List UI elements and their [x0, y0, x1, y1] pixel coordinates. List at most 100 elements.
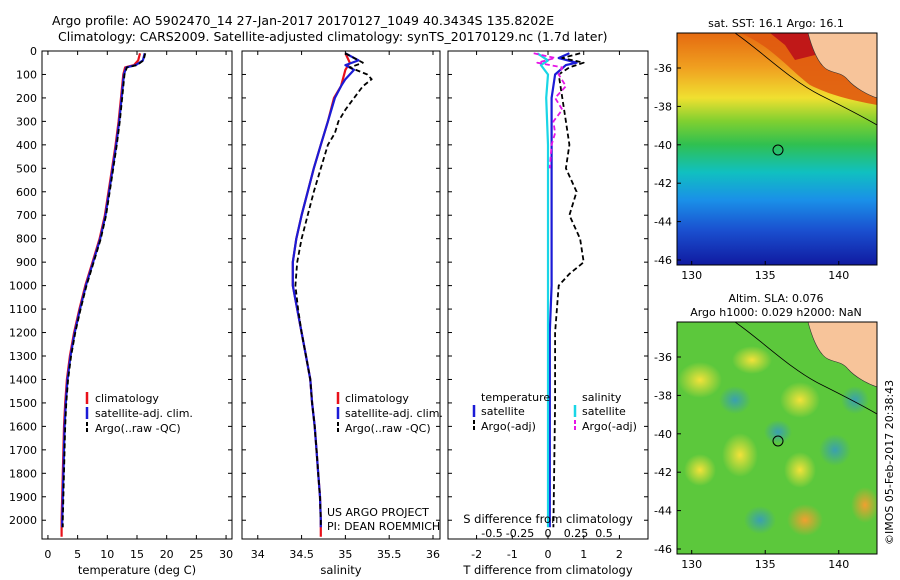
sla-high-anomaly	[780, 382, 820, 418]
sla-high-anomaly	[851, 487, 877, 523]
legend-label-t-argo: Argo(-adj)	[481, 420, 536, 433]
depth-tick-label: 700	[16, 209, 37, 222]
sst-map-title: sat. SST: 16.1 Argo: 16.1	[708, 17, 844, 30]
legend-label-climatology: climatology	[345, 392, 409, 405]
depth-axis: 0 100 200 300 400 500 600 700 800 900 1000 1100 1200…	[9, 45, 648, 527]
salinity-axis-label: salinity	[320, 563, 361, 577]
salinity-profiles	[291, 52, 373, 537]
series-line-temperature-argo-adj-	[552, 52, 585, 528]
x-tick-label: -1	[507, 548, 518, 561]
temperature-legend: climatology satellite-adj. clim. Argo(..…	[85, 392, 193, 435]
depth-tick-label: 1800	[9, 467, 37, 480]
x-tick-label: 25	[189, 548, 203, 561]
salinity-legend: climatology satellite-adj. clim. Argo(..…	[327, 392, 443, 533]
sla-argo-location-marker	[772, 435, 784, 447]
x-tick-label: 0	[545, 527, 552, 540]
sla-map-title-1: Altim. SLA: 0.076	[728, 292, 823, 305]
x-tick-label: 35.5	[377, 548, 402, 561]
plot-title-line1: Argo profile: AO 5902470_14 27-Jan-2017 …	[52, 13, 555, 28]
credit-pi: PI: DEAN ROEMMICH	[327, 520, 440, 533]
sst-map-frame	[676, 32, 878, 266]
x-tick-label: -0.25	[506, 527, 534, 540]
s-difference-axis-label: S difference from climatology	[463, 512, 633, 526]
sla-high-anomaly	[787, 504, 823, 536]
depth-tick-label: 100	[16, 69, 37, 82]
depth-tick-label: 0	[30, 45, 37, 58]
x-tick-label: 1	[580, 548, 587, 561]
latitude-tick-label: -36	[654, 351, 672, 364]
depth-tick-label: 600	[16, 186, 37, 199]
depth-tick-label: 2000	[9, 514, 37, 527]
sla-map-frame	[676, 321, 878, 555]
longitude-tick-label: 135	[755, 269, 776, 282]
sla-shelf-contour	[734, 322, 877, 415]
t-difference-axis-label: T difference from climatology	[462, 563, 633, 577]
latitude-tick-label: -36	[654, 62, 672, 75]
x-tick-label: 0	[44, 548, 51, 561]
imos-timestamp: ©IMOS 05-Feb-2017 20:38:43	[883, 380, 896, 545]
legend-label-argo: Argo(..raw -QC)	[95, 422, 181, 435]
latitude-tick-label: -44	[654, 505, 672, 518]
x-tick-label: 0.5	[595, 527, 613, 540]
sla-low-anomaly	[841, 386, 869, 414]
x-tick-label: 35	[338, 548, 352, 561]
series-line-salinity-satellite	[536, 52, 550, 528]
latitude-tick-label: -38	[654, 389, 672, 402]
sst-hot-gulf-water	[770, 33, 820, 60]
depth-tick-label: 200	[16, 92, 37, 105]
depth-tick-label: 300	[16, 115, 37, 128]
sla-high-anomaly	[684, 454, 716, 486]
latitude-tick-label: -46	[654, 254, 672, 267]
x-tick-label: -0.5	[481, 527, 502, 540]
x-tick-label: 34.5	[289, 548, 314, 561]
x-tick-label: 34	[251, 548, 265, 561]
longitude-tick-label: 130	[681, 558, 702, 571]
temperature-panel-frame	[41, 50, 233, 540]
sst-map	[677, 33, 877, 265]
x-tick-label: 36	[426, 548, 440, 561]
depth-tick-label: 1000	[9, 280, 37, 293]
latitude-tick-label: -42	[654, 466, 672, 479]
x-tick-label: 0.25	[564, 527, 589, 540]
latitude-tick-label: -44	[654, 216, 672, 229]
legend-label-climatology: climatology	[95, 392, 159, 405]
difference-legend: temperature satellite Argo(-adj) salinit…	[472, 391, 637, 433]
sst-shelf-contour	[734, 33, 877, 126]
legend-label-t-satellite: satellite	[481, 405, 525, 418]
sst-argo-location-marker	[772, 144, 784, 156]
longitude-tick-label: 140	[828, 558, 849, 571]
legend-label-s-argo: Argo(-adj)	[582, 420, 637, 433]
depth-tick-label: 1200	[9, 327, 37, 340]
temperature-profiles	[60, 53, 147, 537]
sla-low-anomaly	[744, 506, 776, 534]
depth-tick-label: 1500	[9, 397, 37, 410]
latitude-tick-label: -40	[654, 139, 672, 152]
legend-label-satellite: satellite-adj. clim.	[345, 407, 443, 420]
sla-high-anomaly	[678, 362, 722, 398]
legend-title-salinity: salinity	[582, 391, 622, 404]
depth-tick-label: 800	[16, 233, 37, 246]
series-line-satellite-adj-clim-	[291, 52, 360, 528]
latitude-tick-label: -46	[654, 543, 672, 556]
x-tick-label: 2	[616, 548, 623, 561]
sst-land	[807, 33, 877, 99]
sla-high-anomaly	[784, 452, 816, 488]
depth-tick-label: 1400	[9, 374, 37, 387]
sla-map-title-2: Argo h1000: 0.029 h2000: NaN	[690, 306, 862, 319]
x-tick-label: 10	[100, 548, 114, 561]
sla-low-anomaly	[764, 420, 792, 444]
depth-tick-label: 400	[16, 139, 37, 152]
depth-tick-label: 1600	[9, 420, 37, 433]
x-tick-label: 15	[130, 548, 144, 561]
legend-title-temperature: temperature	[481, 391, 550, 404]
legend-label-argo: Argo(..raw -QC)	[345, 422, 431, 435]
credit-project: US ARGO PROJECT	[327, 506, 429, 519]
latitude-tick-label: -40	[654, 428, 672, 441]
sla-high-anomaly	[722, 433, 758, 477]
depth-tick-label: 1300	[9, 350, 37, 363]
longitude-tick-label: 130	[681, 269, 702, 282]
depth-tick-label: 500	[16, 162, 37, 175]
x-tick-label: 5	[74, 548, 81, 561]
depth-tick-label: 1900	[9, 491, 37, 504]
latitude-tick-label: -42	[654, 177, 672, 190]
